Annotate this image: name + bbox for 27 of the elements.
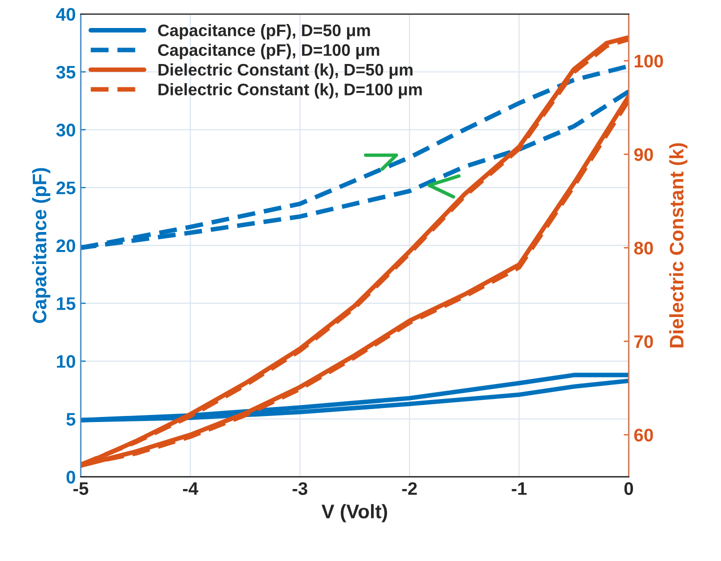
legend-label: Dielectric Constant (k), D=50 μm: [158, 63, 412, 79]
y-tick-label: 10: [56, 355, 76, 368]
y-axis-title: Capacitance (pF): [32, 168, 50, 323]
y2-tick-label: 60: [634, 428, 653, 442]
y-tick-label: 20: [56, 239, 76, 252]
y-tick-label: 0: [66, 470, 76, 484]
legend-label: Dielectric Constant (k), D=100 μm: [158, 83, 422, 99]
y2-tick-label: 80: [634, 242, 653, 254]
y2-tick-label: 90: [634, 148, 653, 161]
y-tick-label: 30: [56, 124, 76, 136]
y-tick-label: 5: [66, 413, 76, 426]
x-tick-label: 0: [624, 482, 633, 495]
y-tick-label: 40: [56, 8, 76, 21]
x-tick-label: -4: [183, 482, 198, 495]
y2-tick-label: 70: [634, 335, 653, 348]
x-tick-label: -5: [73, 482, 88, 495]
y2-axis-title: Dielectric Constant (k): [669, 143, 688, 348]
x-tick-label: -2: [402, 482, 417, 495]
y-tick-label: 25: [56, 182, 76, 194]
x-tick-label: -1: [512, 482, 527, 495]
y-tick-label: 35: [56, 66, 76, 79]
x-tick-label: -3: [292, 482, 308, 495]
legend-label: Capacitance (pF), D=100 μm: [158, 44, 380, 60]
legend-label: Capacitance (pF), D=50 μm: [158, 24, 370, 40]
y2-tick-label: 100: [634, 54, 663, 68]
x-axis-title: V (Volt): [322, 504, 388, 522]
y-tick-label: 15: [56, 297, 76, 310]
